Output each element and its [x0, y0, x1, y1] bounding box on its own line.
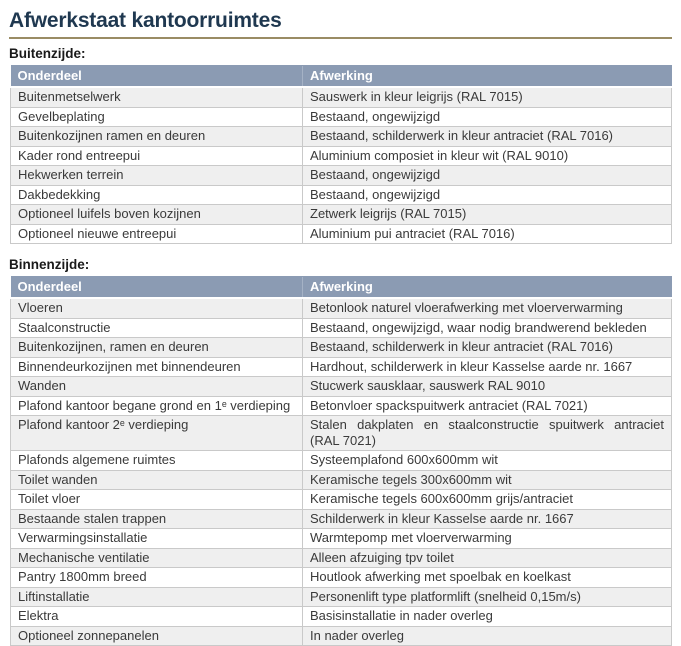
header-row: Onderdeel Afwerking: [10, 65, 672, 88]
cell-afwerking: Keramische tegels 300x600mm wit: [302, 469, 672, 490]
cell-onderdeel: Mechanische ventilatie: [10, 547, 303, 568]
cell-onderdeel: Toilet wanden: [10, 469, 303, 490]
cell-onderdeel: Wanden: [10, 376, 303, 397]
table-row: Gevelbeplating Bestaand, ongewijzigd: [10, 106, 672, 127]
section-label-buitenzijde: Buitenzijde:: [9, 46, 86, 61]
table-row: Buitenkozijnen ramen en deuren Bestaand, …: [10, 126, 672, 147]
cell-onderdeel: Gevelbeplating: [10, 106, 303, 127]
cell-onderdeel: Bestaande stalen trappen: [10, 508, 303, 529]
cell-afwerking: Sauswerk in kleur leigrijs (RAL 7015): [302, 86, 672, 108]
cell-afwerking: Personenlift type platformlift (snelheid…: [302, 586, 672, 607]
table-row: Optioneel nieuwe entreepui Aluminium pui …: [10, 223, 672, 244]
table-buitenzijde: Onderdeel Afwerking Buitenmetselwerk Saus…: [10, 65, 672, 244]
cell-afwerking: Warmtepomp met vloerverwarming: [302, 528, 672, 549]
cell-afwerking: Houtlook afwerking met spoelbak en koelk…: [302, 567, 672, 588]
cell-onderdeel: Optioneel nieuwe entreepui: [10, 223, 303, 244]
cell-afwerking: Bestaand, ongewijzigd: [302, 106, 672, 127]
table-row: Hekwerken terrein Bestaand, ongewijzigd: [10, 165, 672, 186]
cell-onderdeel: Optioneel zonnepanelen: [10, 625, 303, 646]
cell-afwerking: Bestaand, ongewijzigd, waar nodig brandw…: [302, 317, 672, 338]
table-row: Toilet vloer Keramische tegels 600x600mm …: [10, 489, 672, 510]
cell-onderdeel: Dakbedekking: [10, 184, 303, 205]
cell-afwerking: Bestaand, ongewijzigd: [302, 184, 672, 205]
cell-onderdeel: Staalconstructie: [10, 317, 303, 338]
table-body: Buitenmetselwerk Sauswerk in kleur leigri…: [10, 86, 672, 244]
table-row: Pantry 1800mm breed Houtlook afwerking me…: [10, 567, 672, 588]
cell-afwerking: Zetwerk leigrijs (RAL 7015): [302, 204, 672, 225]
cell-onderdeel: Binnendeurkozijnen met binnendeuren: [10, 356, 303, 377]
table-row: Optioneel zonnepanelen In nader overleg: [10, 625, 672, 646]
table-row: Verwarmingsinstallatie Warmtepomp met vlo…: [10, 528, 672, 549]
cell-afwerking: Betonlook naturel vloerafwerking met vlo…: [302, 297, 672, 319]
table-row: Kader rond entreepui Aluminium composiet …: [10, 145, 672, 166]
cell-afwerking: Basisinstallatie in nader overleg: [302, 606, 672, 627]
cell-onderdeel: Elektra: [10, 606, 303, 627]
cell-onderdeel: Buitenkozijnen ramen en deuren: [10, 126, 303, 147]
cell-onderdeel: Buitenmetselwerk: [10, 86, 303, 108]
table-row: Buitenkozijnen, ramen en deuren Bestaand,…: [10, 337, 672, 358]
title-rule-divider: [9, 37, 672, 39]
table-row: Mechanische ventilatie Alleen afzuiging t…: [10, 547, 672, 568]
table-row: Elektra Basisinstallatie in nader overleg: [10, 606, 672, 627]
table-row: Plafonds algemene ruimtes Systeemplafond …: [10, 450, 672, 471]
cell-afwerking: Stalen dakplaten en staalconstructie spu…: [302, 415, 672, 451]
table-row: Dakbedekking Bestaand, ongewijzigd: [10, 184, 672, 205]
cell-afwerking: Systeemplafond 600x600mm wit: [302, 450, 672, 471]
table-row: Staalconstructie Bestaand, ongewijzigd, w…: [10, 317, 672, 338]
cell-onderdeel: Pantry 1800mm breed: [10, 567, 303, 588]
column-header-afwerking: Afwerking: [302, 65, 672, 88]
cell-afwerking: Aluminium pui antraciet (RAL 7016): [302, 223, 672, 244]
table-row: Wanden Stucwerk sausklaar, sauswerk RAL 9…: [10, 376, 672, 397]
cell-afwerking: Keramische tegels 600x600mm grijs/antrac…: [302, 489, 672, 510]
table-row: Liftinstallatie Personenlift type platfor…: [10, 586, 672, 607]
cell-onderdeel: Buitenkozijnen, ramen en deuren: [10, 337, 303, 358]
cell-afwerking: Aluminium composiet in kleur wit (RAL 90…: [302, 145, 672, 166]
table-row: Optioneel luifels boven kozijnen Zetwerk …: [10, 204, 672, 225]
column-header-onderdeel: Onderdeel: [10, 65, 303, 88]
cell-onderdeel: Plafond kantoor 2ᵉ verdieping: [10, 415, 303, 451]
table-row: Toilet wanden Keramische tegels 300x600mm…: [10, 469, 672, 490]
cell-afwerking: Alleen afzuiging tpv toilet: [302, 547, 672, 568]
table-row: Binnendeurkozijnen met binnendeuren Hardh…: [10, 356, 672, 377]
cell-afwerking: Bestaand, ongewijzigd: [302, 165, 672, 186]
page-title: Afwerkstaat kantoorruimtes: [9, 9, 282, 32]
cell-afwerking: Hardhout, schilderwerk in kleur Kasselse…: [302, 356, 672, 377]
table-header: Onderdeel Afwerking: [10, 65, 672, 88]
table-binnenzijde: Onderdeel Afwerking Vloeren Betonlook nat…: [10, 276, 672, 646]
table-row: Plafond kantoor begane grond en 1ᵉ verdi…: [10, 395, 672, 416]
column-header-afwerking: Afwerking: [302, 276, 672, 299]
cell-onderdeel: Plafonds algemene ruimtes: [10, 450, 303, 471]
table-header: Onderdeel Afwerking: [10, 276, 672, 299]
cell-afwerking: Stucwerk sausklaar, sauswerk RAL 9010: [302, 376, 672, 397]
cell-onderdeel: Verwarmingsinstallatie: [10, 528, 303, 549]
table-row: Bestaande stalen trappen Schilderwerk in …: [10, 508, 672, 529]
cell-afwerking: Bestaand, schilderwerk in kleur antracie…: [302, 126, 672, 147]
cell-onderdeel: Vloeren: [10, 297, 303, 319]
header-row: Onderdeel Afwerking: [10, 276, 672, 299]
cell-onderdeel: Plafond kantoor begane grond en 1ᵉ verdi…: [10, 395, 303, 416]
cell-afwerking: In nader overleg: [302, 625, 672, 646]
table-row: Buitenmetselwerk Sauswerk in kleur leigri…: [10, 86, 672, 108]
table-body: Vloeren Betonlook naturel vloerafwerking …: [10, 297, 672, 646]
table-row: Vloeren Betonlook naturel vloerafwerking …: [10, 297, 672, 319]
section-label-binnenzijde: Binnenzijde:: [9, 257, 90, 272]
cell-afwerking: Betonvloer spackspuitwerk antraciet (RAL…: [302, 395, 672, 416]
column-header-onderdeel: Onderdeel: [10, 276, 303, 299]
cell-onderdeel: Hekwerken terrein: [10, 165, 303, 186]
cell-afwerking: Schilderwerk in kleur Kasselse aarde nr.…: [302, 508, 672, 529]
cell-onderdeel: Optioneel luifels boven kozijnen: [10, 204, 303, 225]
cell-afwerking: Bestaand, schilderwerk in kleur antracie…: [302, 337, 672, 358]
cell-onderdeel: Liftinstallatie: [10, 586, 303, 607]
table-row: Plafond kantoor 2ᵉ verdieping Stalen dakp…: [10, 415, 672, 451]
cell-onderdeel: Toilet vloer: [10, 489, 303, 510]
cell-onderdeel: Kader rond entreepui: [10, 145, 303, 166]
